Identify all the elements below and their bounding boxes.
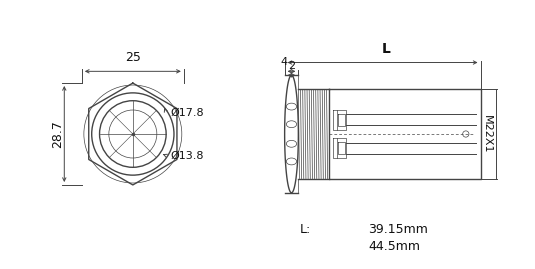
Text: Ø13.8: Ø13.8	[170, 151, 203, 161]
Text: Ø17.8: Ø17.8	[170, 107, 204, 118]
Text: 28.7: 28.7	[51, 120, 64, 148]
Text: 4: 4	[280, 57, 287, 68]
Text: 39.15mm: 39.15mm	[368, 222, 428, 235]
Text: 25: 25	[125, 51, 141, 65]
Text: 44.5mm: 44.5mm	[368, 240, 420, 253]
Text: M22X1: M22X1	[483, 115, 492, 153]
Text: L: L	[381, 42, 391, 56]
Text: L:: L:	[299, 222, 311, 235]
Text: 2: 2	[288, 61, 295, 71]
